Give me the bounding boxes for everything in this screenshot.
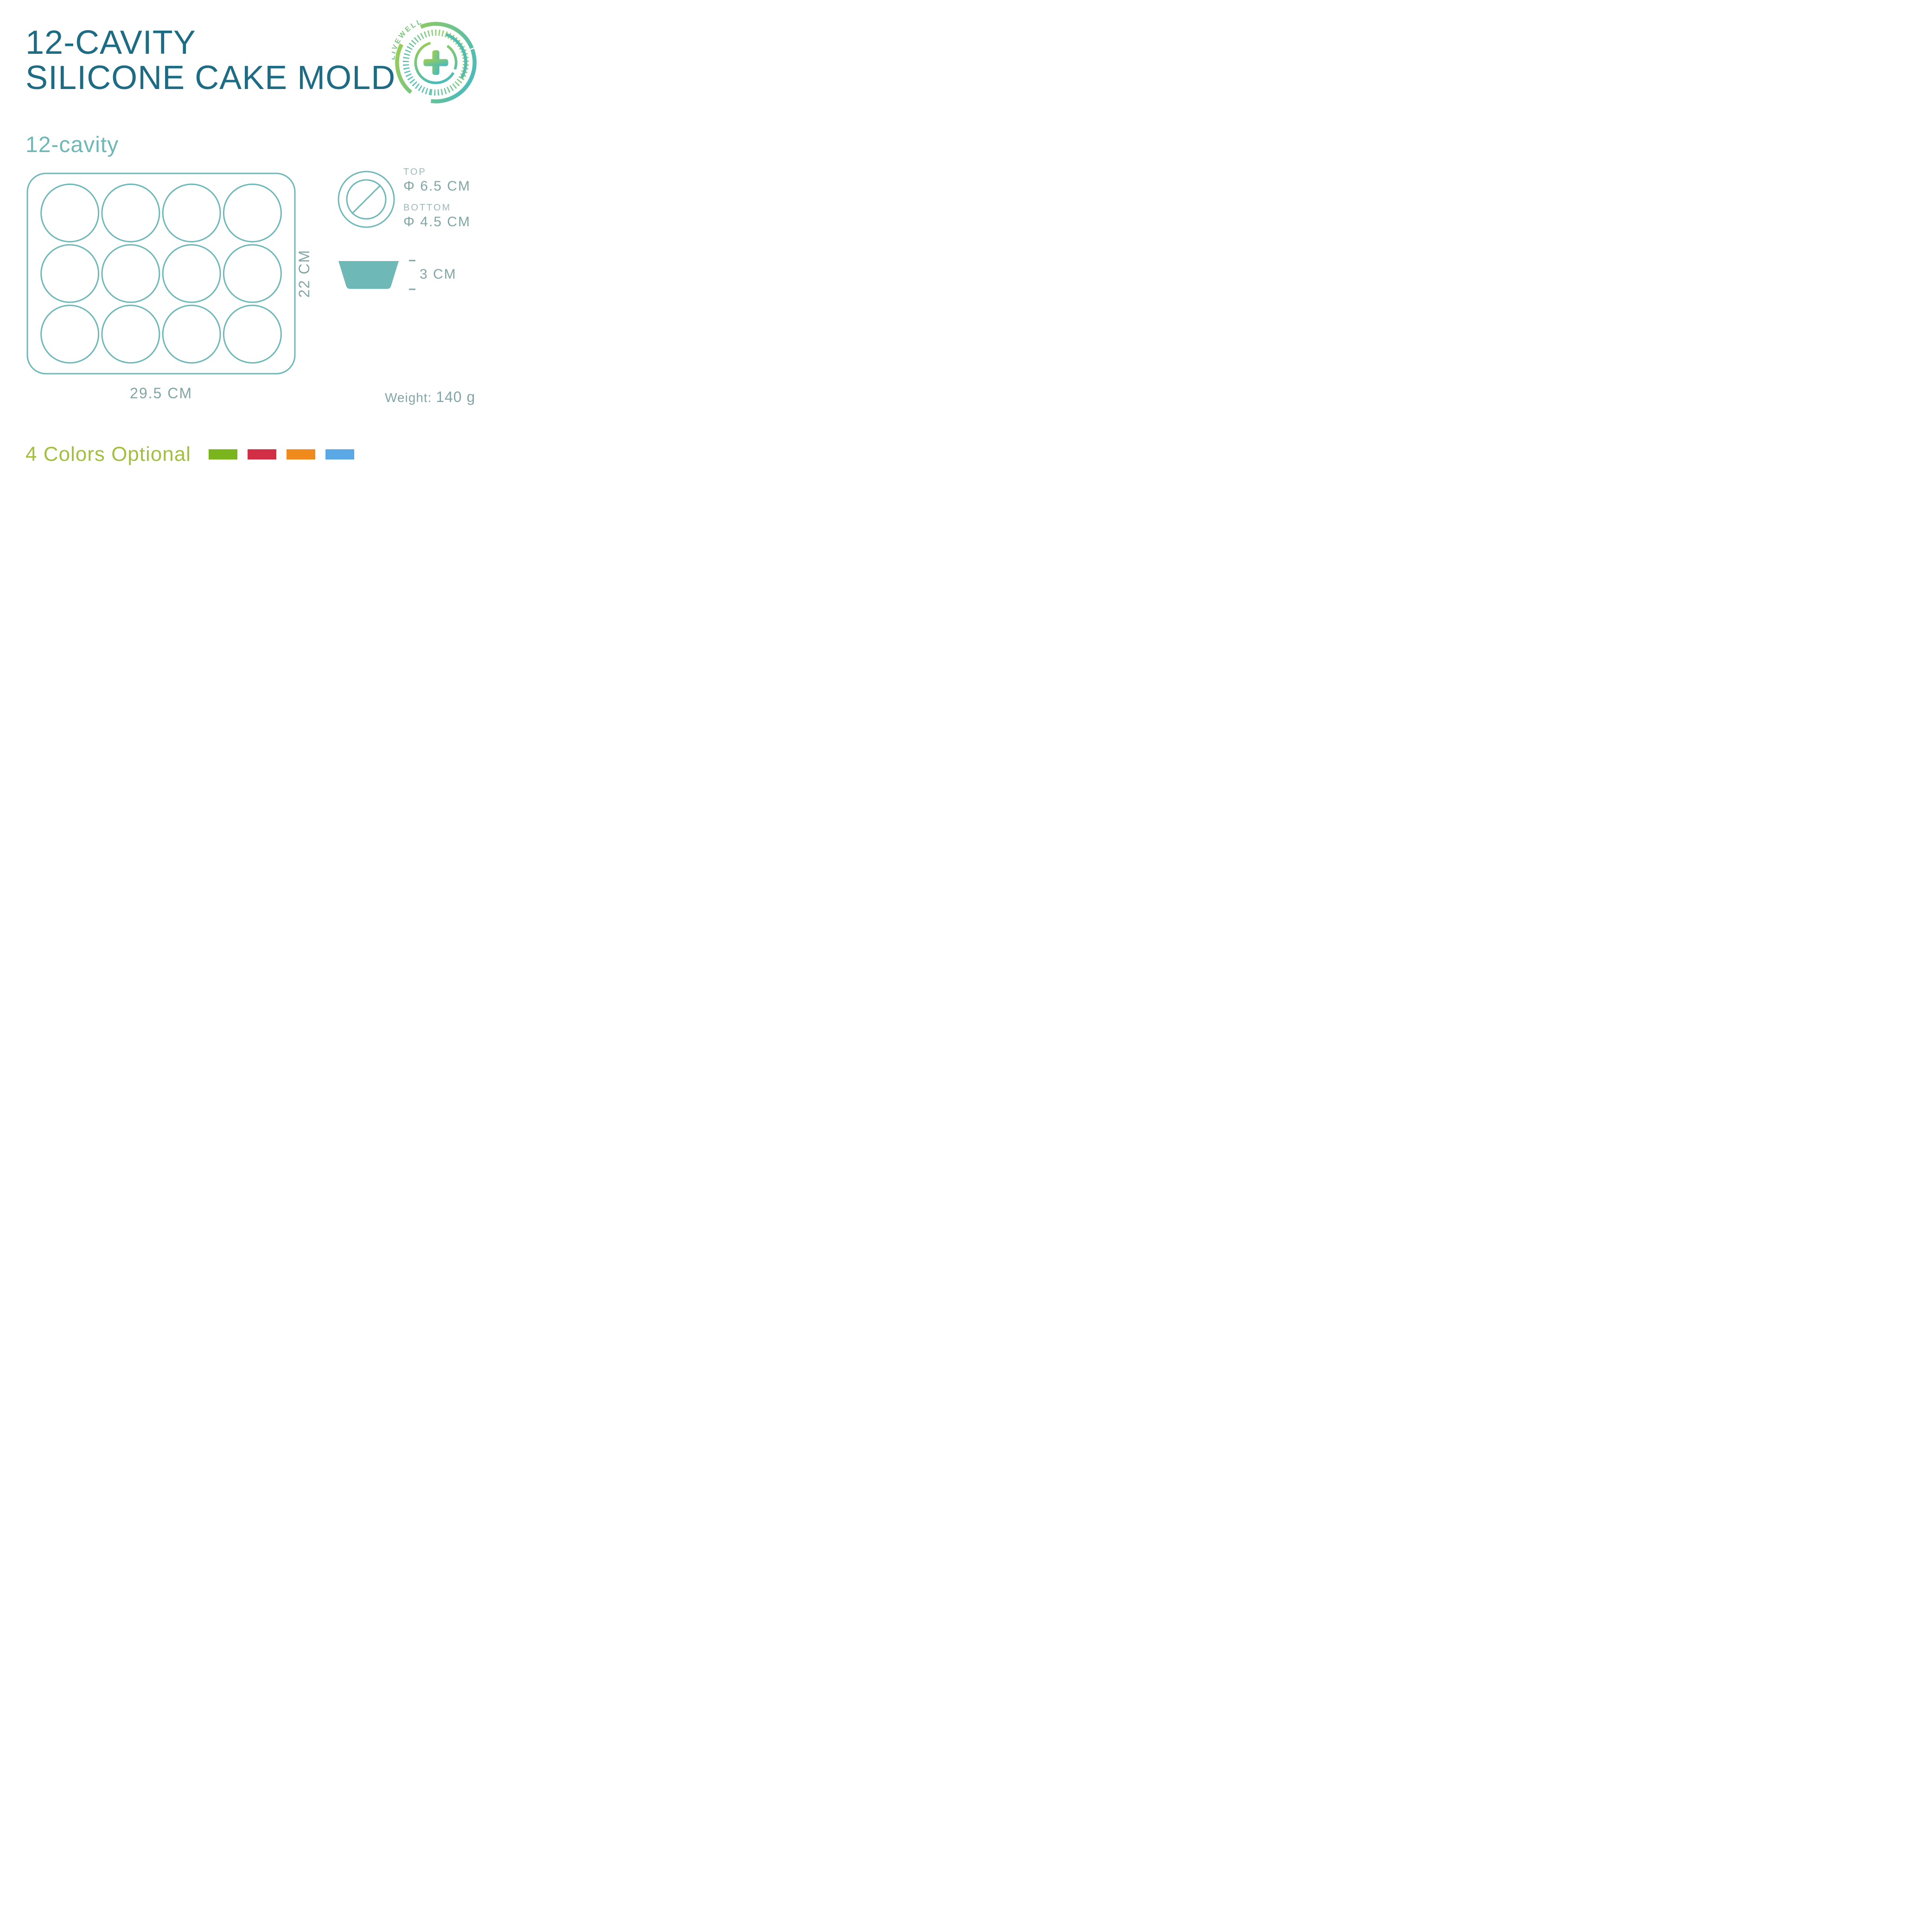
- depth-value: 3 CM: [420, 267, 457, 282]
- title-block: 12-CAVITY SILICONE CAKE MOLD: [26, 26, 395, 96]
- title-line-1: 12-CAVITY: [26, 26, 395, 61]
- cavity-circle: [41, 245, 99, 302]
- cavity-circle: [223, 245, 281, 302]
- color-swatch: [325, 449, 354, 459]
- cavity-circle: [163, 306, 220, 363]
- title-line-2: SILICONE CAKE MOLD: [26, 61, 395, 96]
- color-swatch: [287, 449, 315, 459]
- weight-prefix: Weight:: [385, 390, 436, 405]
- cavity-circle: [223, 184, 281, 242]
- diameter-diagram: [336, 169, 396, 232]
- brand-name: LIVEWELL: [392, 19, 424, 60]
- color-swatch: [209, 449, 237, 459]
- brand-logo: LIVEWELL: [392, 19, 480, 107]
- colors-title: 4 Colors Optional: [26, 443, 191, 466]
- depth-tick-icon: [408, 258, 416, 294]
- bottom-label: BOTTOM: [403, 203, 471, 213]
- cavity-circle: [163, 245, 220, 302]
- mold-diagram: [26, 172, 297, 376]
- weight-value: 140 g: [436, 389, 475, 405]
- cavity-circle: [163, 184, 220, 242]
- colors-row: 4 Colors Optional: [26, 443, 354, 466]
- weight-label: Weight: 140 g: [385, 389, 475, 406]
- cavity-circle: [102, 245, 159, 302]
- cavity-circle: [102, 184, 159, 242]
- subheading: 12-cavity: [26, 132, 119, 158]
- svg-text:LIVEWELL: LIVEWELL: [392, 19, 424, 60]
- diameter-text-block: TOP Φ 6.5 CM BOTTOM Φ 4.5 CM: [403, 167, 471, 238]
- cavity-circle: [102, 306, 159, 363]
- top-label: TOP: [403, 167, 471, 178]
- cavity-circle: [223, 306, 281, 363]
- cup-cross-section: [336, 259, 401, 293]
- bottom-value: Φ 4.5 CM: [403, 214, 471, 230]
- swatch-container: [209, 449, 354, 459]
- color-swatch: [248, 449, 276, 459]
- top-value: Φ 6.5 CM: [403, 179, 471, 194]
- mold-height-label: 22 CM: [296, 172, 310, 376]
- cavity-circle: [41, 184, 99, 242]
- cavity-circle: [41, 306, 99, 363]
- mold-width-label: 29.5 CM: [26, 385, 297, 402]
